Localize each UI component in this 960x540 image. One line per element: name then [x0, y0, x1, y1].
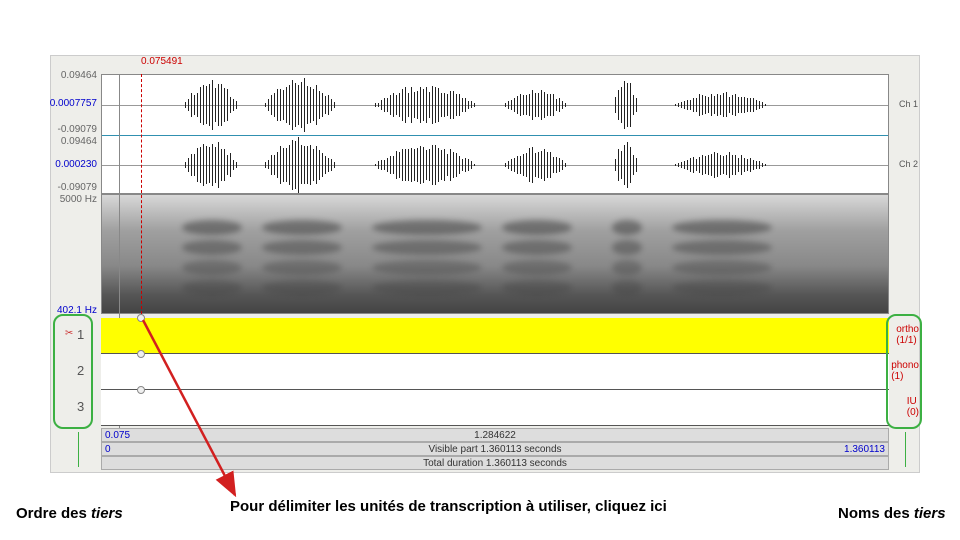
total-duration: Total duration 1.360113 seconds — [423, 458, 567, 469]
spec-top-label: 5000 Hz — [55, 194, 97, 205]
ch1-label: Ch 1 — [899, 99, 918, 109]
tiers-area: 1✂ortho(1/1)2phono(1)3IU(0) — [101, 318, 889, 426]
time-info-area: 0.075 1.284622 0 Visible part 1.360113 s… — [101, 428, 889, 470]
ch1-min-label: -0.09079 — [55, 124, 97, 135]
caption-click-instruction: Pour délimiter les unités de transcripti… — [230, 498, 667, 515]
ch2-min-label: -0.09079 — [55, 182, 97, 193]
visible-duration: Visible part 1.360113 seconds — [428, 444, 561, 455]
caption-tier-order: Ordre des tiers — [16, 505, 123, 522]
visible-end: 1.360113 — [844, 443, 885, 457]
ch1-max-label: 0.09464 — [55, 70, 97, 81]
selection-start: 0.075 — [105, 429, 130, 443]
tier-name-label: IU(0) — [907, 396, 919, 418]
tier-number: 1 — [77, 327, 84, 342]
tier-name-label: ortho(1/1) — [896, 324, 919, 346]
green-connector-left — [78, 432, 79, 467]
ch1-mid-label: 0.0007757 — [49, 98, 97, 109]
ch2-label: Ch 2 — [899, 159, 918, 169]
cursor-time-label: 0.075491 — [141, 56, 183, 67]
tier-number: 3 — [77, 399, 84, 414]
ch2-max-label: 0.09464 — [55, 136, 97, 147]
selection-time-row[interactable]: 0.075 1.284622 — [101, 428, 889, 442]
spectrogram-display[interactable] — [101, 194, 889, 314]
scissors-icon: ✂ — [65, 328, 73, 339]
cursor-line[interactable] — [141, 74, 142, 314]
tier-row-2[interactable]: 2phono(1) — [101, 354, 889, 390]
ch2-mid-label: 0.000230 — [49, 159, 97, 170]
total-time-row[interactable]: Total duration 1.360113 seconds — [101, 456, 889, 470]
green-connector-right — [905, 432, 906, 467]
tier-name-label: phono(1) — [891, 360, 919, 382]
selection-duration: 1.284622 — [474, 430, 516, 441]
boundary-handle[interactable] — [137, 314, 145, 322]
sound-editor-panel: 0.075491 0.09464 0.0007757 -0.09079 0.09… — [50, 55, 920, 473]
tier-number: 2 — [77, 363, 84, 378]
boundary-handle[interactable] — [137, 350, 145, 358]
tier-row-1[interactable]: 1✂ortho(1/1) — [101, 318, 889, 354]
spec-bot-label: 402.1 Hz — [55, 305, 97, 316]
tier-row-3[interactable]: 3IU(0) — [101, 390, 889, 426]
waveform-display[interactable]: Ch 1 Ch 2 — [101, 74, 889, 194]
visible-time-row[interactable]: 0 Visible part 1.360113 seconds 1.360113 — [101, 442, 889, 456]
visible-start: 0 — [105, 443, 111, 457]
caption-tier-names: Noms des tiers — [838, 505, 946, 522]
boundary-handle[interactable] — [137, 386, 145, 394]
